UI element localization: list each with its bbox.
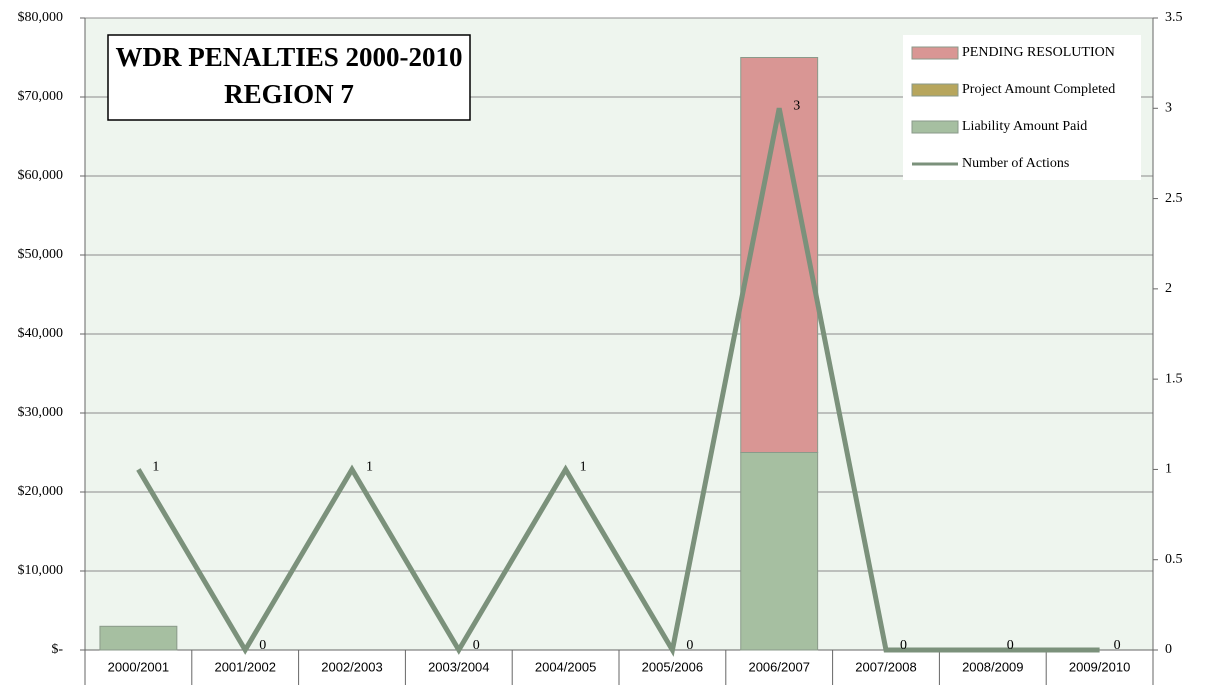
data-label: 3 [793,99,800,114]
x-tick-label: 2005/2006 [642,659,703,674]
y2-tick-label: 0 [1165,642,1172,657]
chart-subtitle: REGION 7 [224,79,354,109]
y2-tick-label: 3 [1165,101,1172,116]
y2-tick-label: 1 [1165,462,1172,477]
y-tick-label: $60,000 [18,168,64,183]
y-tick-label: $20,000 [18,484,64,499]
bar [99,625,178,651]
title-box [107,34,471,121]
y2-tick-label: 2 [1165,281,1172,296]
data-label: 0 [1114,638,1121,653]
y-tick-label: $30,000 [18,405,64,420]
x-tick-label: 2007/2008 [855,659,916,674]
chart-title: WDR PENALTIES 2000-2010 [115,42,462,72]
data-label: 1 [152,460,159,475]
y-tick-label: $80,000 [18,10,64,25]
y-tick-label: $70,000 [18,89,64,104]
legend-swatch [911,120,959,134]
data-label: 0 [259,638,266,653]
x-tick-label: 2008/2009 [962,659,1023,674]
x-tick-label: 2009/2010 [1069,659,1130,674]
x-tick-label: 2000/2001 [108,659,169,674]
y2-tick-label: 3.5 [1165,10,1183,25]
x-tick-label: 2006/2007 [748,659,809,674]
x-tick-label: 2002/2003 [321,659,382,674]
bar [740,452,819,651]
data-label: 0 [686,638,693,653]
legend-swatch [911,46,959,60]
legend-label: PENDING RESOLUTION [962,45,1115,60]
data-label: 0 [473,638,480,653]
bar [740,57,819,453]
data-label: 0 [900,638,907,653]
x-tick-label: 2004/2005 [535,659,596,674]
y-tick-label: $50,000 [18,247,64,262]
y-tick-label: $40,000 [18,326,64,341]
y2-tick-label: 1.5 [1165,371,1183,386]
legend-swatch [911,83,959,97]
legend-label: Number of Actions [962,156,1069,171]
legend-label: Liability Amount Paid [962,119,1087,134]
data-label: 1 [366,460,373,475]
y-tick-label: $- [51,642,63,657]
line [136,107,1100,657]
y2-tick-label: 2.5 [1165,191,1183,206]
y2-tick-label: 0.5 [1165,552,1183,567]
data-label: 0 [1007,638,1014,653]
data-label: 1 [580,460,587,475]
x-tick-label: 2003/2004 [428,659,489,674]
x-tick-label: 2001/2002 [214,659,275,674]
y-tick-label: $10,000 [18,563,64,578]
legend-label: Project Amount Completed [962,82,1115,97]
